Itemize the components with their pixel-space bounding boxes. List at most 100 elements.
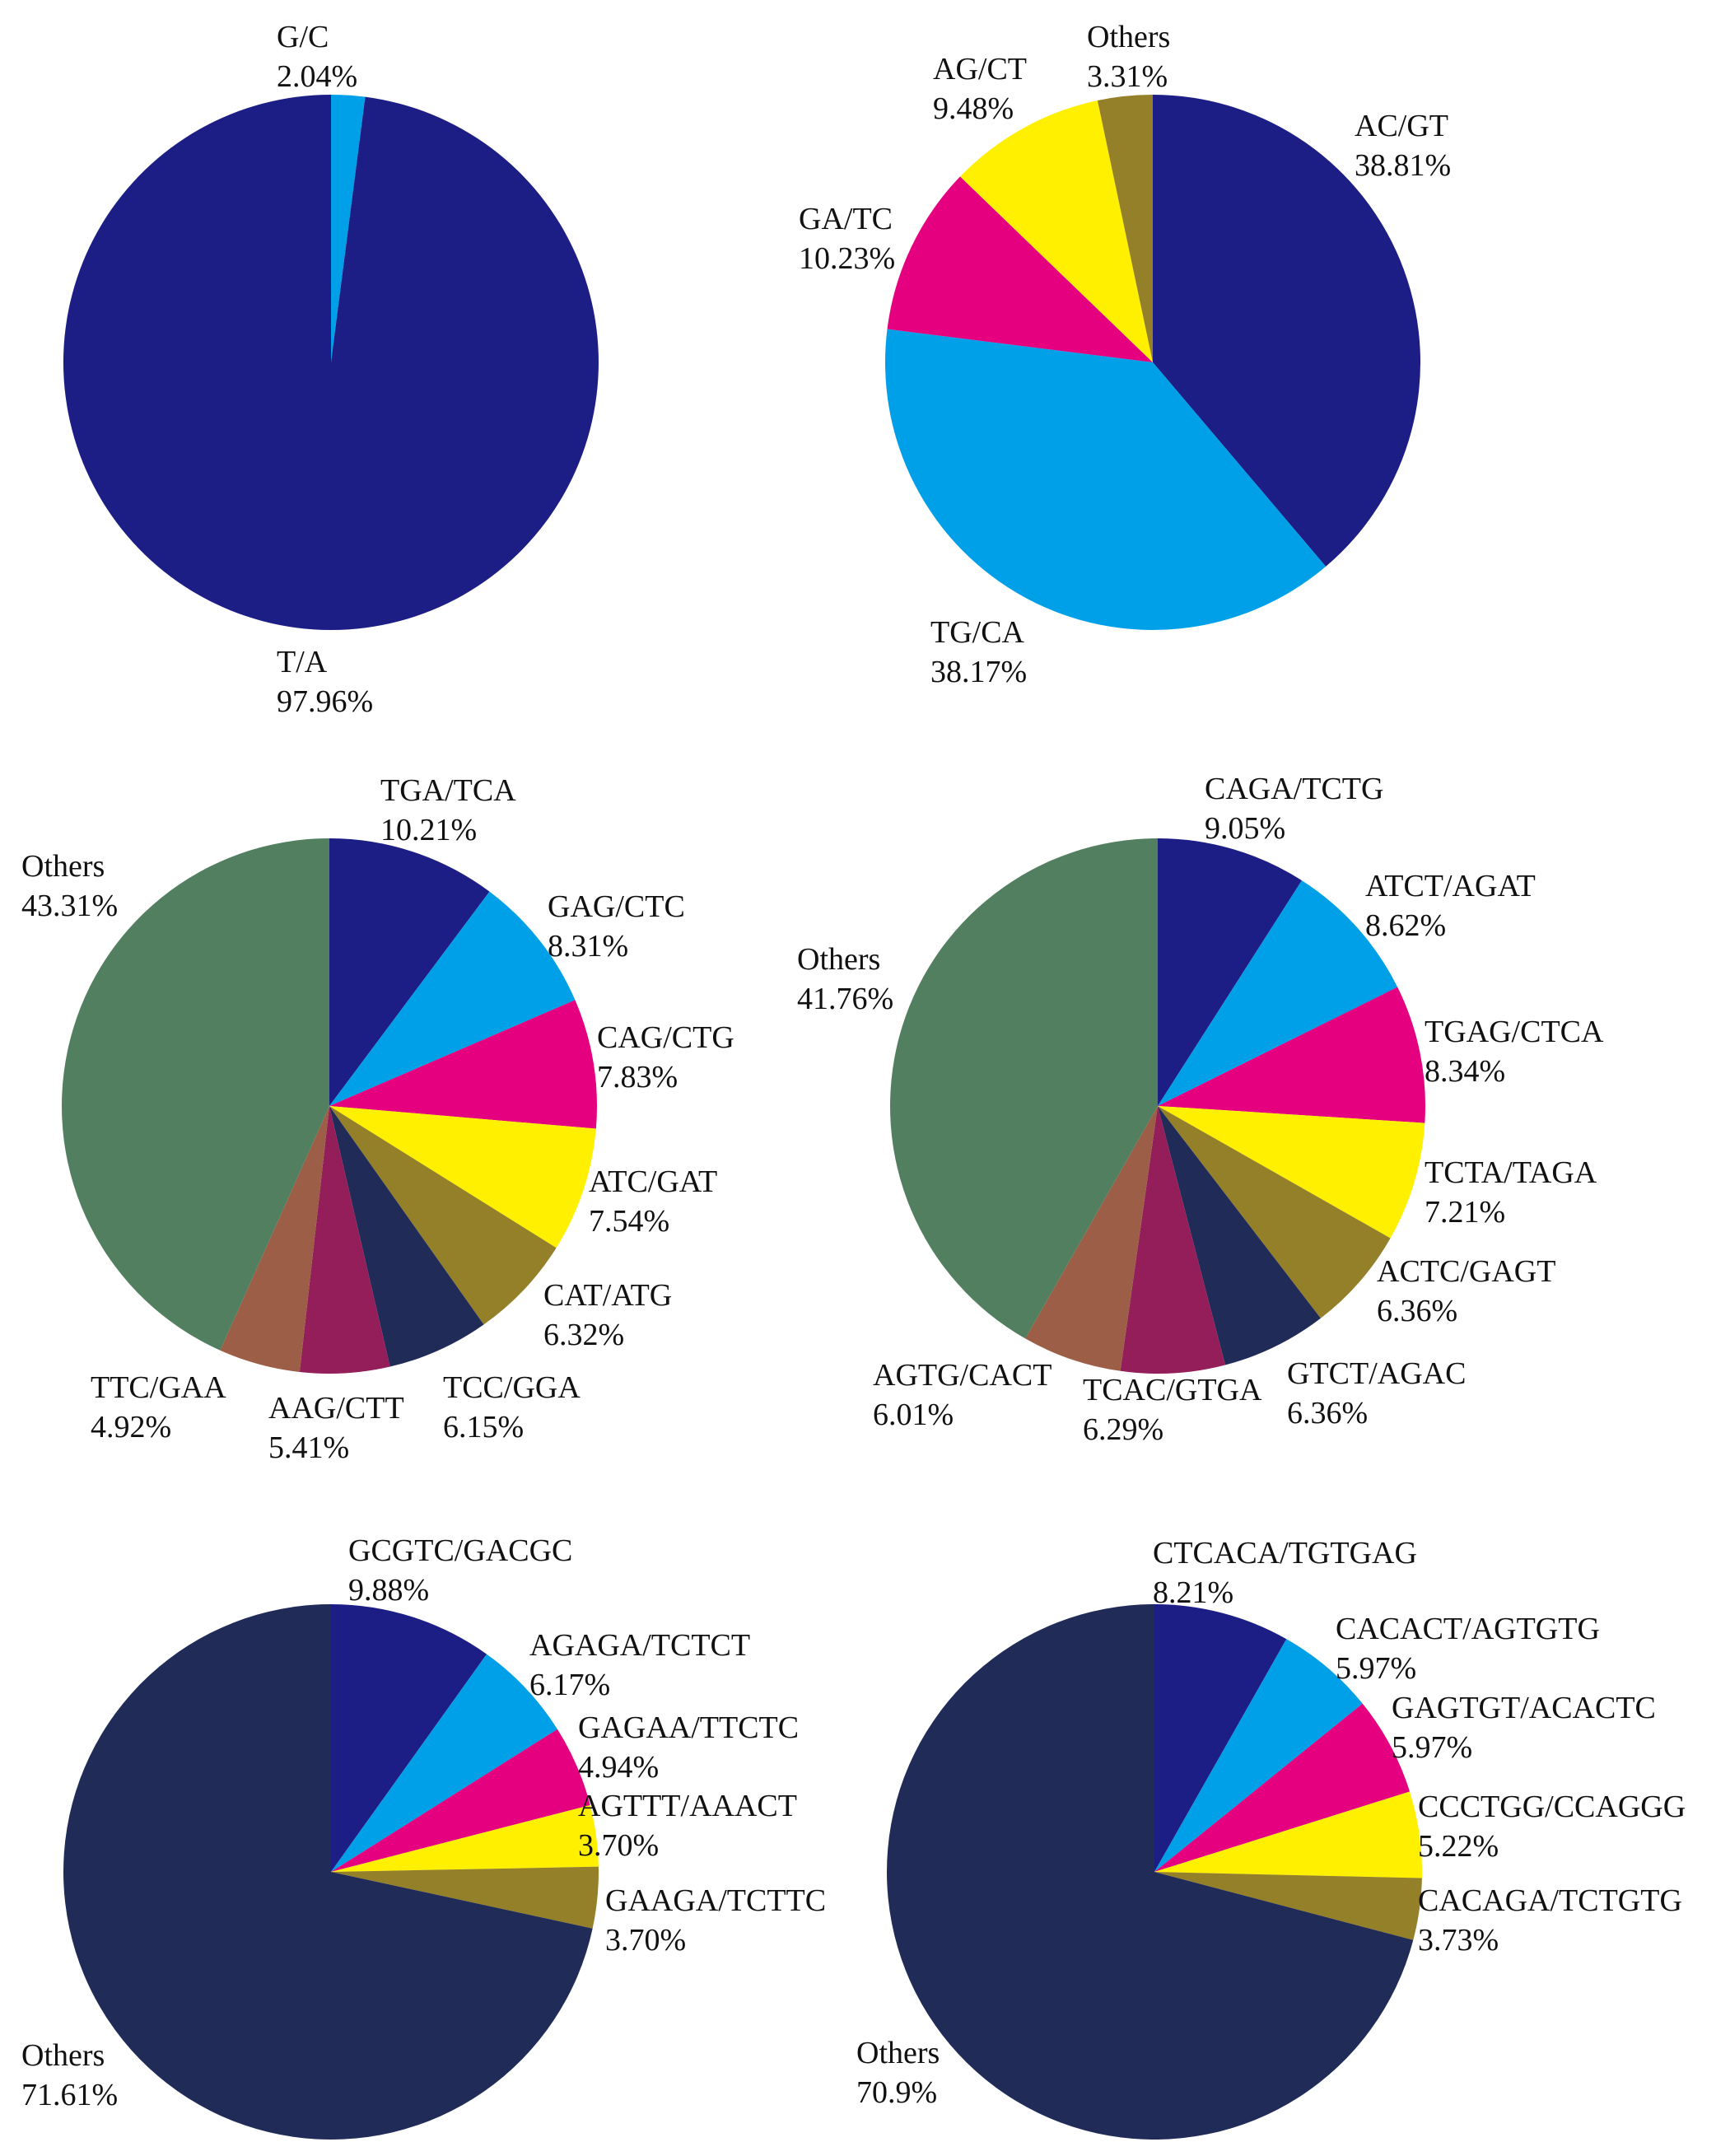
pie3-slice-atc-gat <box>329 1106 596 1248</box>
pie3-label-aag-ctt: AAG/CTT 5.41% <box>268 1391 404 1465</box>
pie1-slice-t-a <box>63 95 599 630</box>
slice-value-text: 70.9% <box>856 2075 937 2110</box>
pie5-slice-agttt-aaact <box>331 1804 599 1872</box>
pie2-label-ag-ct: AG/CT 9.48% <box>933 52 1027 126</box>
pie3-slice-cag-ctg <box>329 1000 597 1129</box>
pie4-label-actc-gagt: ACTC/GAGT 6.36% <box>1377 1254 1555 1328</box>
pie6-slice-ctcaca-tgtgag <box>1154 1604 1287 1872</box>
pie-chart-4: CAGA/TCTG 9.05% ATCT/AGAT 8.62% TGAG/CTCA 8.3… <box>797 772 1604 1447</box>
slice-value-text: 6.32% <box>543 1318 624 1352</box>
pie5-label-gaaga-tcttc: GAAGA/TCTTC 3.70% <box>605 1883 826 1958</box>
slice-value-text: 7.54% <box>589 1204 669 1239</box>
slice-value-text: 97.96% <box>277 684 373 719</box>
pie-chart-2: AC/GT 38.81% TG/CA 38.17% GA/TC 10.23% AG/CT 9.… <box>799 20 1451 689</box>
pie6-label-cacact-agtgtg: CACACT/AGTGTG 5.97% <box>1336 1612 1600 1686</box>
pie2-slice-ac-gt <box>1153 95 1421 567</box>
slice-label-text: TCC/GGA <box>443 1370 581 1405</box>
slice-label-text: GAGAA/TTCTC <box>578 1710 799 1745</box>
slice-value-text: 3.70% <box>578 1828 659 1863</box>
pie4-slice-gtct-agac <box>1158 1106 1321 1365</box>
slice-value-text: 4.94% <box>578 1750 659 1785</box>
pie5-slice-gagaa-ttctc <box>331 1729 590 1872</box>
slice-value-text: 10.21% <box>380 813 477 847</box>
slice-value-text: 4.92% <box>91 1410 171 1444</box>
slice-value-text: 38.17% <box>930 655 1027 689</box>
pie2-slice-ag-ct <box>960 100 1153 362</box>
pie4-label-gtct-agac: GTCT/AGAC 6.36% <box>1287 1356 1466 1430</box>
pie2-label-others: Others 3.31% <box>1087 20 1170 94</box>
slice-value-text: 41.76% <box>797 982 893 1016</box>
pie4-label-others: Others 41.76% <box>797 942 893 1016</box>
slice-label-text: AGTG/CACT <box>873 1358 1052 1393</box>
pie4-label-caga-tctg: CAGA/TCTG 9.05% <box>1205 772 1383 846</box>
slice-value-text: 6.17% <box>529 1668 610 1702</box>
slice-value-text: 3.70% <box>605 1923 686 1958</box>
slice-value-text: 6.29% <box>1083 1412 1163 1447</box>
pie6-label-ccctgg-ccaggg: CCCTGG/CCAGGG 5.22% <box>1418 1790 1686 1864</box>
pie3-label-tga-tca: TGA/TCA 10.21% <box>380 773 516 847</box>
pie2-slice-ga-tc <box>887 176 1153 362</box>
slice-label-text: T/A <box>277 645 328 679</box>
pie4-slice-atct-agat <box>1158 880 1398 1106</box>
slice-label-text: Others <box>797 942 880 977</box>
slice-value-text: 7.83% <box>597 1060 678 1094</box>
pie3-slice-ttc-gaa <box>220 1106 329 1372</box>
slice-label-text: CACAGA/TCTGTG <box>1418 1883 1682 1918</box>
pie4-slice-actc-gagt <box>1158 1106 1391 1318</box>
pie-chart-5: GCGTC/GACGC 9.88% AGAGA/TCTCT 6.17% GAGAA/TT… <box>21 1533 826 2140</box>
slice-label-text: GCGTC/GACGC <box>348 1533 572 1568</box>
slice-label-text: CTCACA/TGTGAG <box>1153 1536 1417 1570</box>
pie6-slice-cacact-agtgtg <box>1154 1639 1363 1872</box>
slice-value-text: 3.73% <box>1418 1923 1499 1958</box>
pie3-label-cat-atg: CAT/ATG 6.32% <box>543 1278 672 1352</box>
pie3-label-atc-gat: ATC/GAT 7.54% <box>589 1164 717 1239</box>
slice-label-text: ATC/GAT <box>589 1164 717 1199</box>
slice-label-text: TCTA/TAGA <box>1425 1155 1597 1190</box>
pie3-label-tcc-gga: TCC/GGA 6.15% <box>443 1370 581 1444</box>
pie4-slice-tgag-ctca <box>1158 987 1426 1123</box>
pie4-slice-caga-tctg <box>1158 838 1302 1106</box>
slice-label-text: GAG/CTC <box>548 889 685 924</box>
pie-chart-1: G/C 2.04% T/A 97.96% <box>63 20 599 719</box>
pie-chart-6: CTCACA/TGTGAG 8.21%CACACT/AGTGTG 5.97%GAGT… <box>856 1536 1686 2140</box>
slice-label-text: ATCT/AGAT <box>1365 869 1536 903</box>
pie3-label-gag-ctc: GAG/CTC 8.31% <box>548 889 685 964</box>
pie3-slice-tga-tca <box>329 838 490 1106</box>
slice-value-text: 9.05% <box>1205 811 1285 846</box>
slice-label-text: CCCTGG/CCAGGG <box>1418 1790 1686 1824</box>
slice-value-text: 8.31% <box>548 929 628 964</box>
slice-label-text: TGA/TCA <box>380 773 516 808</box>
slice-value-text: 2.04% <box>277 59 357 94</box>
slice-value-text: 5.97% <box>1392 1730 1472 1765</box>
slice-value-text: 10.23% <box>799 241 895 276</box>
pie1-slice-g-c <box>331 95 366 362</box>
slice-label-text: CAT/ATG <box>543 1278 672 1313</box>
slice-value-text: 71.61% <box>21 2078 118 2112</box>
slice-label-text: Others <box>1087 20 1170 54</box>
slice-label-text: AC/GT <box>1355 109 1448 143</box>
pie5-label-agttt-aaact: AGTTT/AAACT 3.70% <box>578 1789 797 1863</box>
slice-label-text: G/C <box>277 20 329 54</box>
slice-label-text: TGAG/CTCA <box>1425 1015 1604 1049</box>
pie3-label-others: Others 43.31% <box>21 849 118 923</box>
pie4-label-tcac-gtga: TCAC/GTGA 6.29% <box>1083 1373 1262 1447</box>
pie2-slice-tg-ca <box>884 329 1327 631</box>
pie2-label-ga-tc: GA/TC 10.23% <box>799 202 895 276</box>
pie3-slice-cat-atg <box>329 1106 557 1325</box>
pie3-slice-others <box>62 838 330 1351</box>
pie4-slice-others <box>889 838 1158 1339</box>
pie4-label-tcta-taga: TCTA/TAGA 7.21% <box>1425 1155 1597 1230</box>
slice-value-text: 3.31% <box>1087 59 1168 94</box>
pie6-slice-gagtgt-acactc <box>1154 1703 1411 1872</box>
slice-label-text: CAG/CTG <box>597 1020 734 1055</box>
pie2-label-tg-ca: TG/CA 38.17% <box>930 615 1027 689</box>
slice-label-text: Others <box>21 849 105 884</box>
slice-label-text: GAGTGT/ACACTC <box>1392 1691 1656 1725</box>
pie5-slice-gaaga-tcttc <box>331 1866 599 1929</box>
pie5-slice-gcgtc-gacgc <box>331 1604 487 1872</box>
slice-value-text: 38.81% <box>1355 148 1451 183</box>
pie3-slice-aag-ctt <box>299 1106 390 1374</box>
pie-chart-3: TGA/TCA 10.21% GAG/CTC 8.31% CAG/CTG 7.83% ATC… <box>21 773 734 1465</box>
